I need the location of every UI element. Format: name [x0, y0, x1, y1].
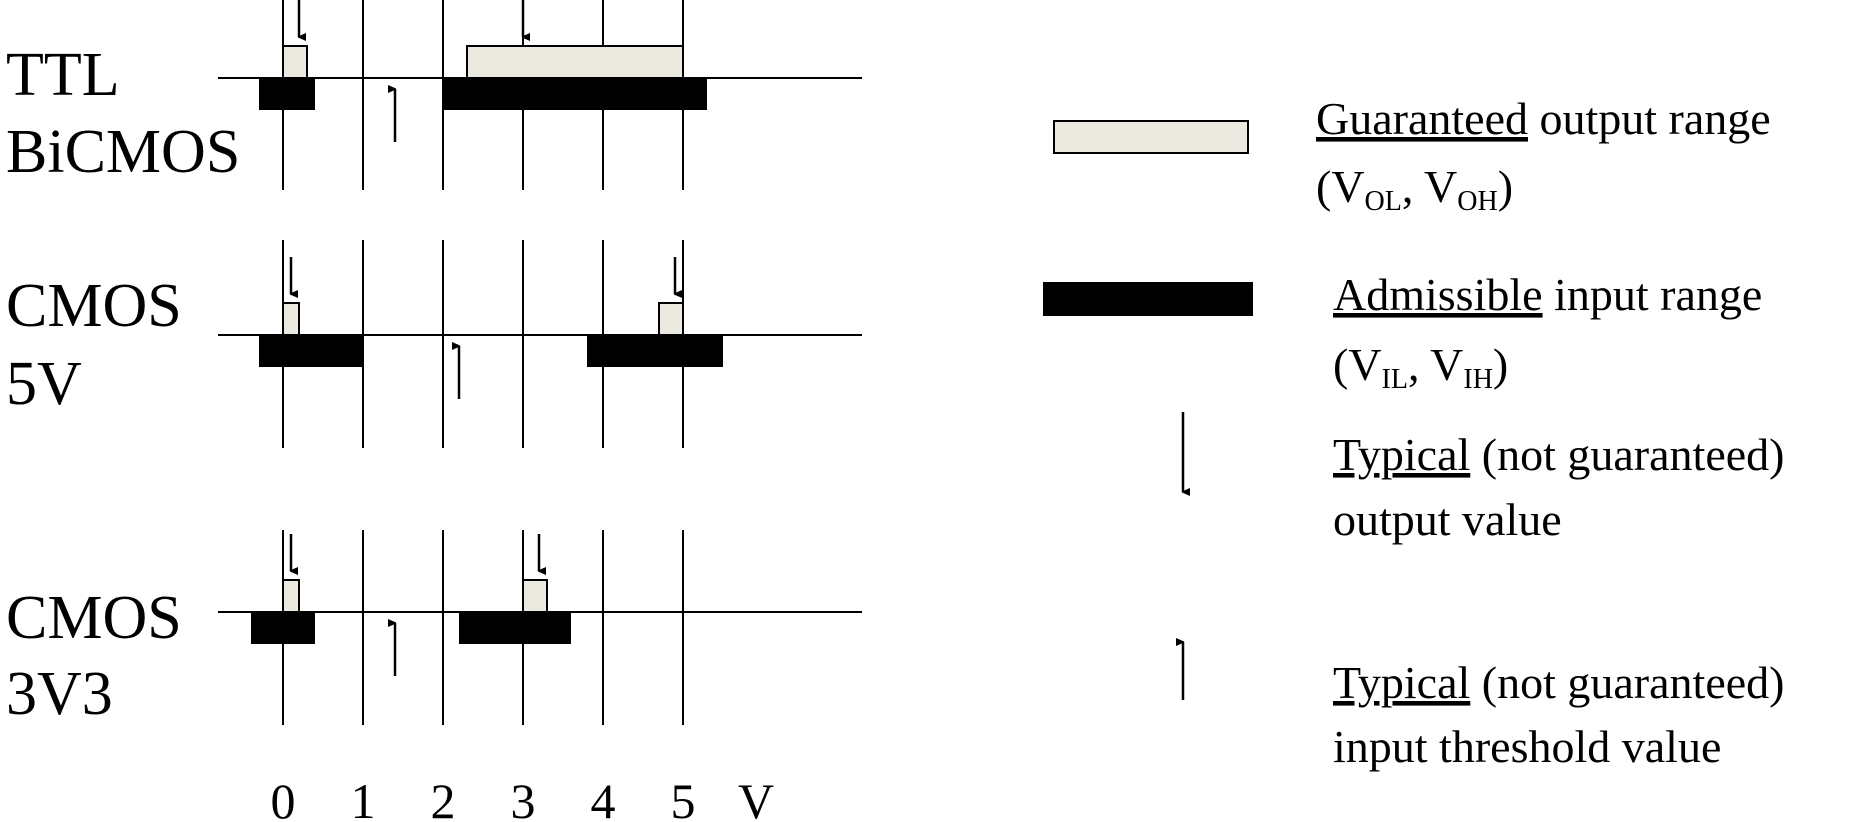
legend-output-range-line-1: Guaranteed output range [1316, 93, 1771, 144]
input-range-bar [259, 335, 363, 367]
legend-typical-output-line-1: Typical (not guaranteed) [1333, 429, 1784, 480]
output-range-bar [466, 45, 684, 79]
family-label-line-2: BiCMOS [6, 118, 240, 186]
tick-label: 0 [271, 773, 296, 822]
input-range-bar [459, 612, 571, 644]
level-marks [218, 257, 862, 399]
legend-output-range-swatch [1053, 120, 1249, 154]
legend-input-range-swatch [1043, 282, 1253, 316]
legend-input-range-line-1: Admissible input range [1333, 269, 1762, 320]
family-label-line-1: CMOS [6, 272, 182, 340]
family-label-line-1: CMOS [6, 584, 182, 652]
level-marks [218, 0, 862, 142]
tick-label: 4 [591, 773, 616, 822]
output-range-bar [658, 302, 684, 336]
level-marks [218, 534, 862, 676]
legend: Guaranteed output range (VOL, VOH) Admis… [1043, 93, 1784, 772]
legend-input-range-term: Admissible [1333, 269, 1543, 320]
legend-output-range-term: Guaranteed [1316, 93, 1528, 144]
input-range-bar [251, 612, 315, 644]
output-range-bar [282, 579, 300, 613]
row-ttl-bicmos: TTL BiCMOS [6, 0, 862, 186]
legend-output-range-line-2: (VOL, VOH) [1316, 161, 1513, 217]
row-cmos-3v3: CMOS 3V3 [6, 534, 862, 728]
family-label-line-2: 5V [6, 350, 82, 418]
output-range-bar [522, 579, 548, 613]
legend-typical-output-term: Typical [1333, 429, 1470, 480]
tick-label: 3 [511, 773, 536, 822]
tick-label: 5 [671, 773, 696, 822]
tick-label: 1 [351, 773, 376, 822]
axis-unit-label: V [738, 773, 774, 822]
legend-typical-output-line-2: output value [1333, 494, 1562, 545]
output-range-bar [282, 302, 300, 336]
legend-input-range-line-2: (VIL, VIH) [1333, 339, 1508, 395]
input-range-bar [587, 335, 723, 367]
tick-label: 2 [431, 773, 456, 822]
input-range-bar [259, 78, 315, 110]
voltage-axis-labels: 0 1 2 3 4 5 [271, 773, 696, 822]
legend-typical-threshold-line-1: Typical (not guaranteed) [1333, 657, 1784, 708]
legend-typical-threshold-term: Typical [1333, 657, 1470, 708]
output-range-bar [282, 45, 308, 79]
input-range-bar [443, 78, 707, 110]
legend-typical-threshold-line-2: input threshold value [1333, 721, 1721, 772]
family-label-line-1: TTL [6, 41, 120, 109]
row-cmos-5v: CMOS 5V [6, 257, 862, 418]
family-label-line-2: 3V3 [6, 660, 113, 728]
